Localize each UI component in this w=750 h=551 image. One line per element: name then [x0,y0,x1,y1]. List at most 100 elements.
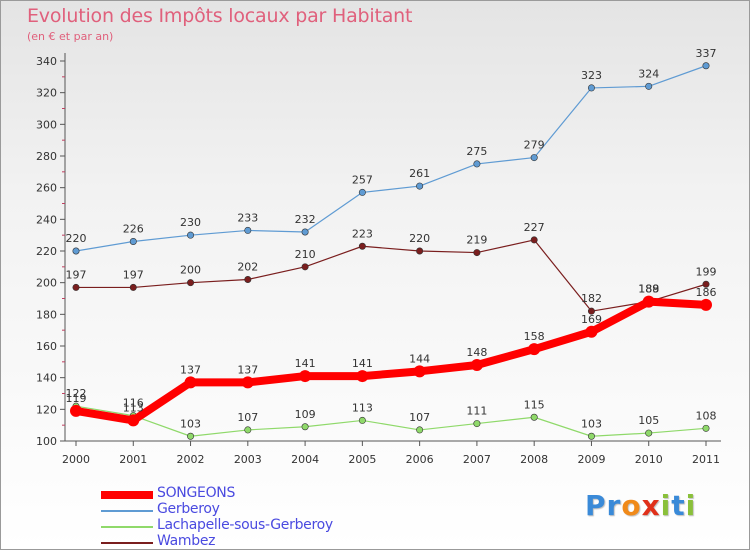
data-point-gerberoy [358,188,366,196]
legend-label: SONGEONS [157,485,236,501]
data-point-songeons [700,298,712,311]
data-label-songeons: 137 [180,363,201,376]
data-label-gerberoy: 275 [466,145,487,158]
x-tick-label: 2003 [234,453,262,466]
data-label-gerberoy: 230 [180,216,201,229]
legend-swatch [101,526,153,528]
data-point-lachapelle-sous-gerberoy [416,426,424,434]
data-point-lachapelle-sous-gerberoy [473,420,481,428]
legend-label: Gerberoy [157,501,220,517]
data-point-songeons [299,370,312,383]
x-tick-label: 2009 [577,453,605,466]
data-point-wambez [416,247,424,255]
data-label-wambez: 197 [66,268,87,281]
data-label-lachapelle-sous-gerberoy: 107 [237,411,258,424]
data-label-songeons: 169 [581,313,602,326]
y-tick-label: 140 [36,372,57,385]
x-tick-label: 2011 [692,453,720,466]
x-tick-label: 2008 [520,453,548,466]
data-label-songeons: 113 [123,401,144,414]
series-line-songeons [72,297,710,425]
series-line-wambez [75,239,707,312]
data-label-wambez: 219 [466,234,487,247]
data-point-wambez [587,307,595,315]
data-point-gerberoy [187,231,195,239]
y-tick-label: 220 [36,245,57,258]
data-point-gerberoy [129,238,137,246]
legend-swatch [101,510,153,512]
data-label-songeons: 148 [466,346,487,359]
data-point-gerberoy [301,228,309,236]
data-label-songeons: 144 [409,352,430,365]
data-point-wambez [358,242,366,250]
data-label-gerberoy: 324 [638,67,659,80]
data-label-gerberoy: 220 [66,232,87,245]
data-label-wambez: 199 [696,265,717,278]
y-tick-label: 100 [36,435,57,448]
data-label-lachapelle-sous-gerberoy: 122 [66,387,87,400]
data-label-gerberoy: 232 [295,213,316,226]
x-tick-label: 2010 [635,453,663,466]
data-point-songeons [413,365,426,378]
data-label-wambez: 202 [237,261,258,274]
data-point-lachapelle-sous-gerberoy [187,432,195,440]
data-point-wambez [72,283,80,291]
y-tick-label: 320 [36,87,57,100]
data-label-wambez: 223 [352,227,373,240]
data-label-songeons: 186 [696,286,717,299]
y-tick-label: 280 [36,150,57,163]
data-point-wambez [244,275,252,283]
legend-swatch [101,491,153,499]
x-tick-label: 2007 [463,453,491,466]
data-point-gerberoy [416,182,424,190]
data-point-wambez [530,236,538,244]
data-point-songeons [356,370,369,383]
y-tick-label: 340 [36,55,57,68]
series-line-gerberoy [75,65,707,252]
data-label-lachapelle-sous-gerberoy: 103 [581,417,602,430]
data-label-lachapelle-sous-gerberoy: 116 [123,397,144,410]
legend-swatch [101,542,153,544]
data-point-songeons [470,359,483,371]
data-label-wambez: 189 [638,283,659,296]
y-tick-label: 260 [36,182,57,195]
data-point-gerberoy [645,82,653,90]
data-point-gerberoy [702,62,710,70]
data-point-wambez [301,263,309,271]
data-point-songeons [127,414,140,427]
data-label-wambez: 220 [409,232,430,245]
data-label-songeons: 119 [66,392,87,405]
x-tick-label: 2001 [119,453,147,466]
data-label-songeons: 141 [352,357,373,370]
data-point-songeons [241,376,254,389]
data-point-wambez [473,249,481,257]
data-label-gerberoy: 233 [237,211,258,224]
data-label-gerberoy: 261 [409,167,430,180]
data-label-lachapelle-sous-gerberoy: 113 [352,401,373,414]
data-point-lachapelle-sous-gerberoy [645,429,653,437]
legend-label: Wambez [157,533,216,549]
x-tick-label: 2005 [348,453,376,466]
data-point-lachapelle-sous-gerberoy [587,432,595,440]
x-tick-label: 2002 [177,453,205,466]
data-point-gerberoy [244,226,252,234]
data-label-wambez: 200 [180,264,201,277]
legend-label: Lachapelle-sous-Gerberoy [157,517,333,533]
data-point-songeons [184,376,197,389]
y-tick-label: 300 [36,118,57,131]
data-label-songeons: 137 [237,363,258,376]
series-line-lachapelle-sous-gerberoy [75,405,707,437]
data-point-songeons [528,343,541,356]
data-point-wambez [187,279,195,287]
data-label-gerberoy: 279 [524,139,545,152]
data-label-wambez: 182 [581,292,602,305]
data-point-gerberoy [473,160,481,168]
chart-title: Evolution des Impôts locaux par Habitant [27,5,413,27]
y-tick-label: 160 [36,340,57,353]
data-label-lachapelle-sous-gerberoy: 105 [638,414,659,427]
data-point-songeons [585,325,598,338]
y-tick-label: 180 [36,308,57,321]
data-point-lachapelle-sous-gerberoy [530,413,538,421]
